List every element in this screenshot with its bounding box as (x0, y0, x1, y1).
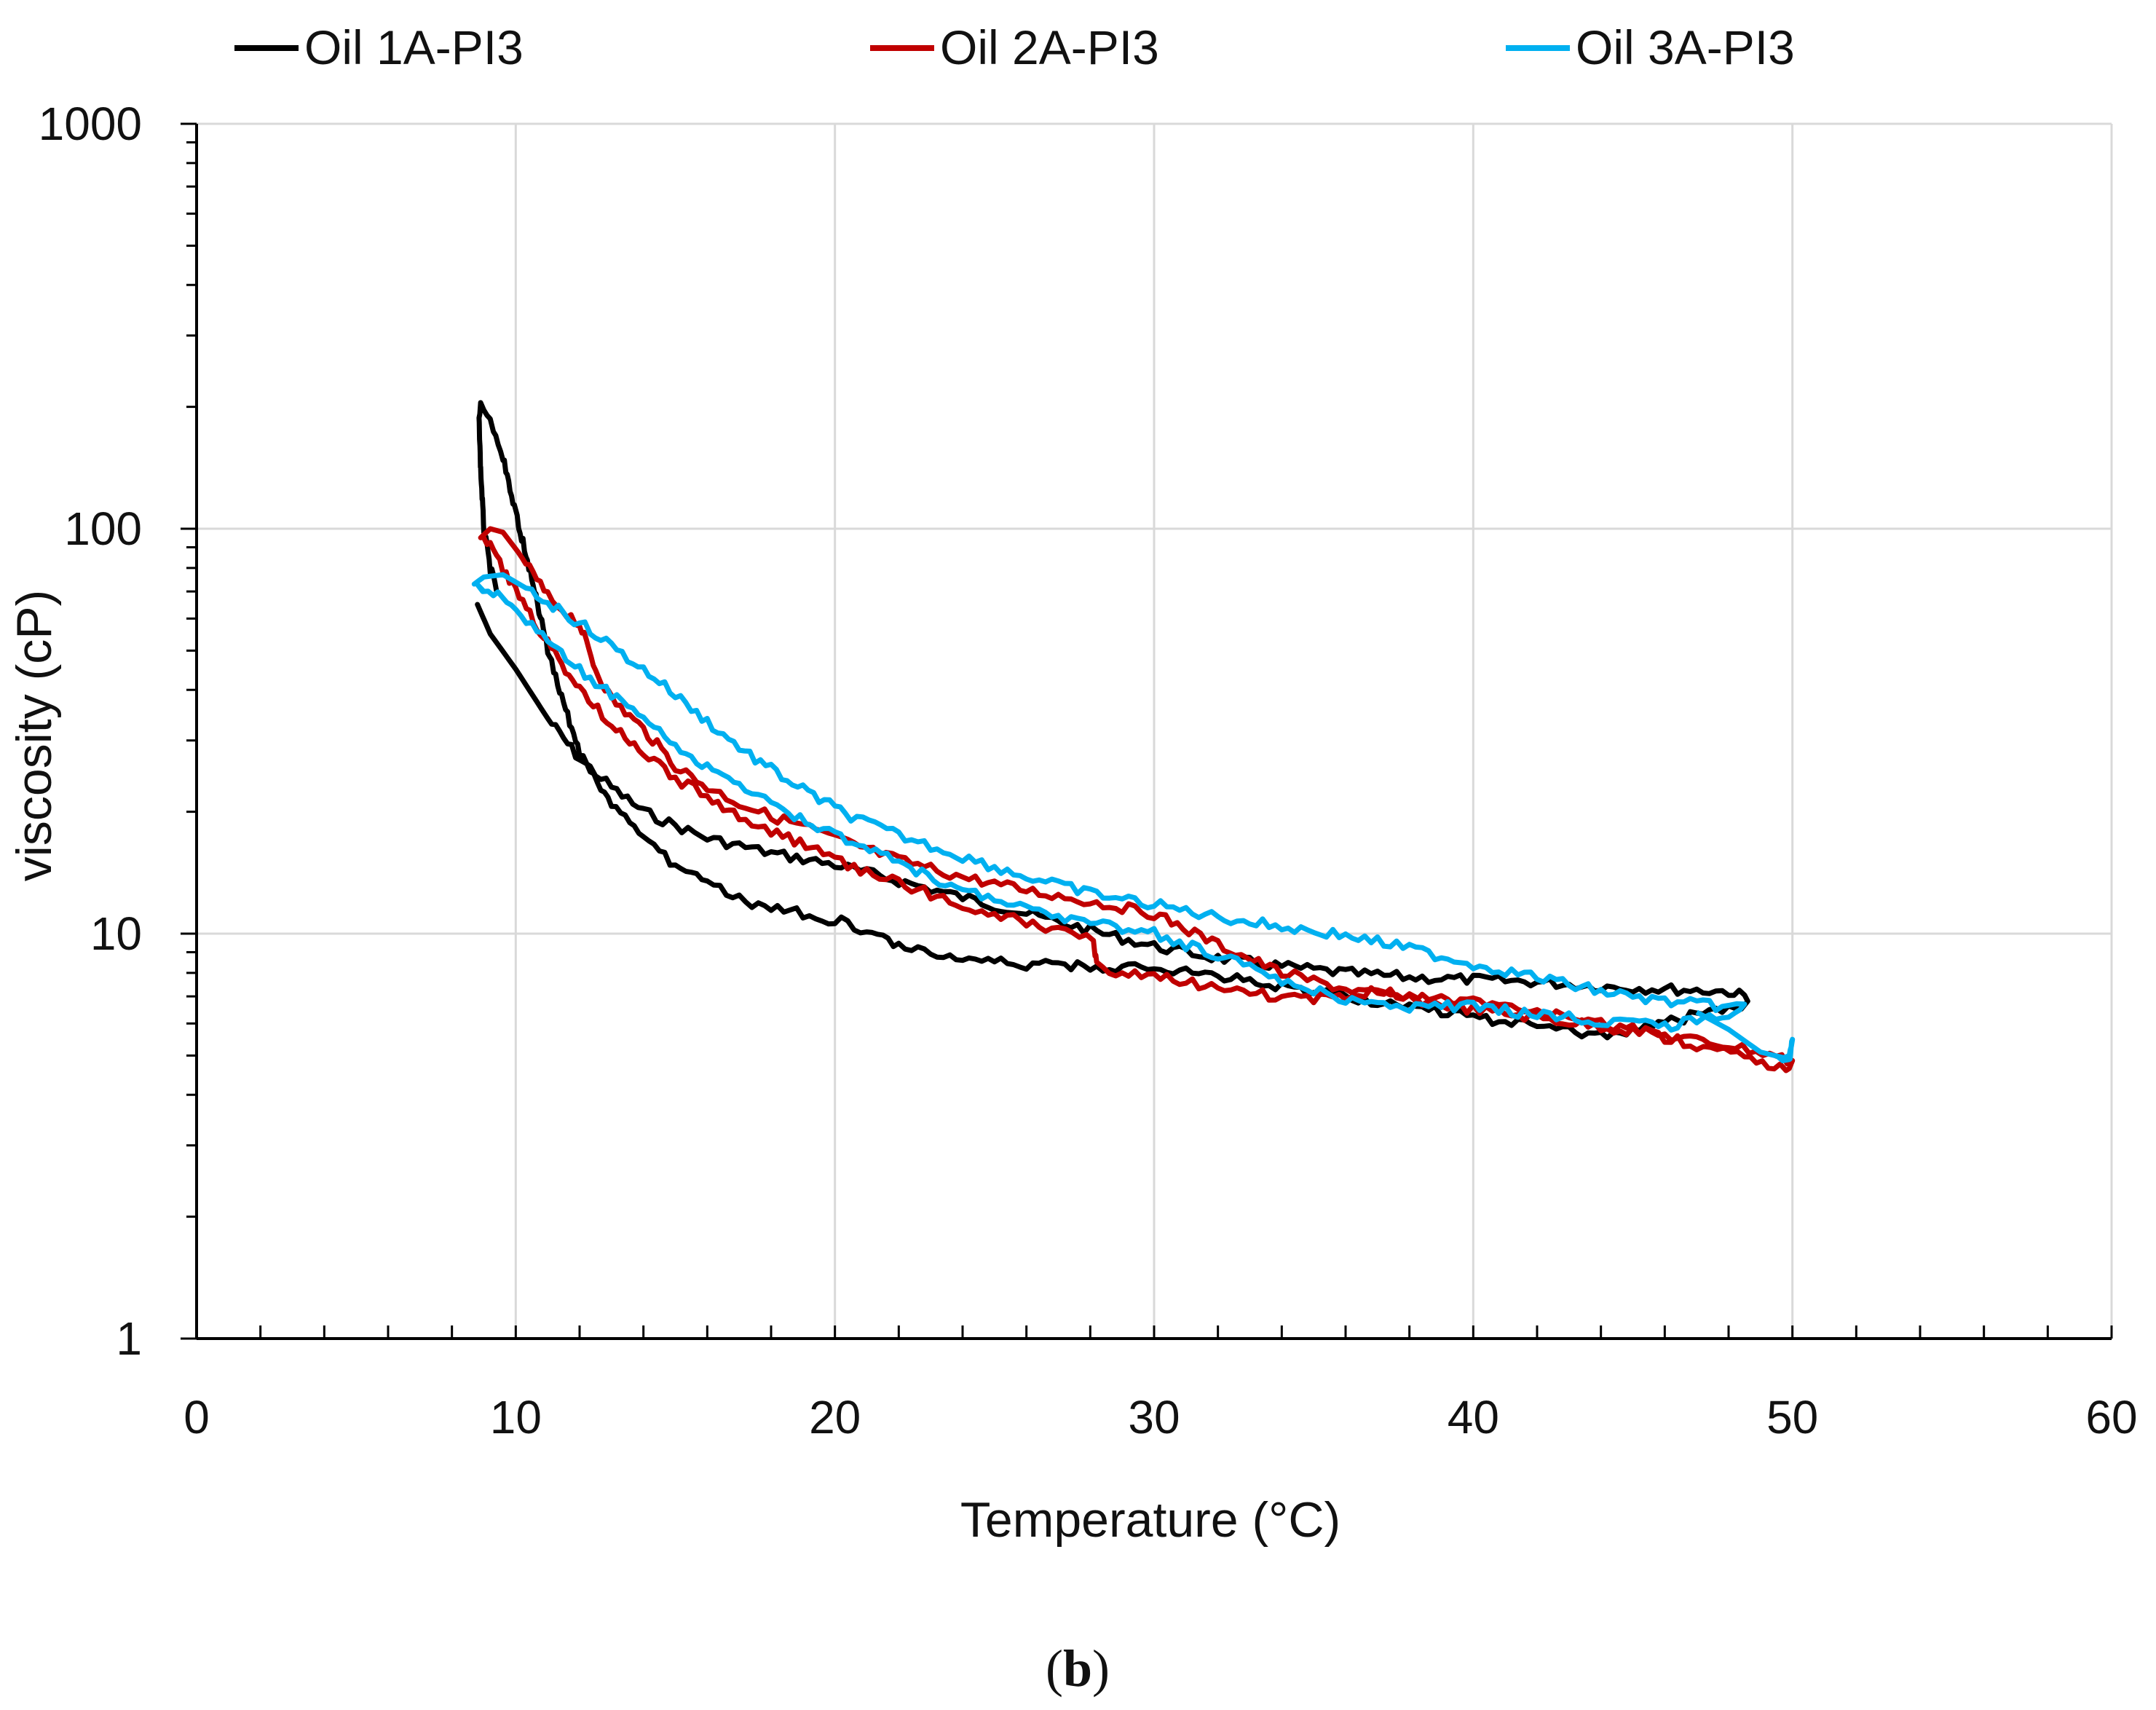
x-axis-title: Temperature (°C) (960, 1492, 1340, 1548)
y-tick-label: 100 (64, 503, 142, 555)
x-tick-label: 20 (809, 1391, 861, 1443)
legend-label-oil-3a: Oil 3A-PI3 (1576, 20, 1795, 74)
data-series (471, 400, 1796, 1073)
x-tick-label: 0 (183, 1391, 210, 1443)
x-tick-label: 30 (1128, 1391, 1180, 1443)
x-tick-label: 10 (490, 1391, 542, 1443)
y-tick-label: 10 (90, 907, 142, 960)
legend-label-oil-1a: Oil 1A-PI3 (304, 20, 524, 74)
legend: Oil 1A-PI3 Oil 2A-PI3 Oil 3A-PI3 (234, 20, 1795, 74)
series-branch-line (1695, 1009, 1796, 1063)
caption-open-paren: ( (1046, 1639, 1063, 1698)
y-tick-label: 1 (116, 1312, 142, 1365)
x-tick-label: 60 (2085, 1391, 2137, 1443)
tick-marks (181, 122, 2113, 1340)
y-tick-labels: 1 10 100 1000 (39, 98, 142, 1365)
y-tick-label: 1000 (39, 98, 142, 150)
caption-letter: b (1063, 1639, 1092, 1698)
y-axis-title: viscosity (cP) (7, 590, 62, 881)
x-tick-label: 40 (1448, 1391, 1499, 1443)
series-oil-3a-line (471, 572, 1748, 1033)
figure-caption: (b) (1046, 1639, 1110, 1698)
x-tick-labels: 0 10 20 30 40 50 60 (183, 1391, 2137, 1443)
x-tick-label: 50 (1766, 1391, 1818, 1443)
legend-label-oil-2a: Oil 2A-PI3 (940, 20, 1159, 74)
caption-close-paren: ) (1092, 1639, 1110, 1698)
